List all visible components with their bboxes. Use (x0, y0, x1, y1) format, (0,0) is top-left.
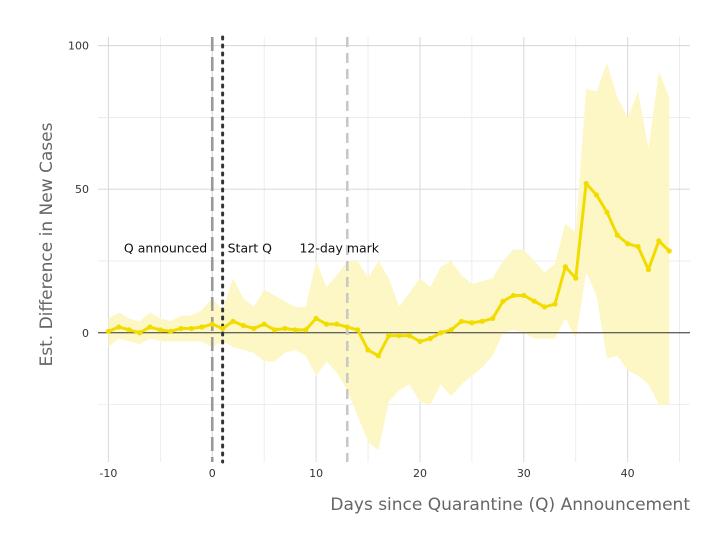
data-point (168, 328, 174, 334)
data-point (386, 333, 392, 339)
y-axis-title: Est. Difference in New Cases (37, 122, 57, 366)
data-points (105, 180, 672, 359)
data-point (656, 238, 662, 244)
data-point (126, 327, 132, 333)
confidence-band (108, 62, 670, 451)
data-point (116, 324, 122, 330)
data-point (614, 232, 620, 238)
data-point (573, 275, 579, 281)
data-point (313, 315, 319, 322)
data-point (292, 327, 298, 333)
annotation-label: 12-day mark (299, 240, 379, 255)
data-point (510, 292, 517, 299)
data-point (531, 298, 537, 304)
data-point (604, 209, 610, 215)
data-point (240, 322, 247, 329)
data-point (396, 333, 402, 339)
data-point (344, 324, 350, 330)
data-point (521, 292, 527, 299)
y-tick-label: 0 (82, 327, 89, 340)
data-point (583, 180, 589, 187)
data-point (417, 338, 423, 344)
data-point (188, 325, 195, 332)
annotation-label: Q announced (124, 240, 207, 255)
y-tick-label: 50 (75, 183, 89, 196)
x-tick-label: 30 (517, 467, 531, 480)
data-point (593, 192, 600, 198)
annotations: Q announced Start Q 12-day mark (124, 240, 380, 255)
data-point (406, 333, 413, 339)
data-point (375, 353, 382, 359)
data-point (230, 318, 236, 324)
data-point (199, 324, 205, 330)
data-point (438, 330, 444, 336)
data-point (500, 298, 506, 304)
x-tick-labels: -10 0 10 20 30 40 (99, 467, 634, 480)
data-point (552, 301, 558, 307)
data-point (469, 320, 475, 326)
data-point (666, 248, 672, 254)
data-point (541, 304, 548, 310)
annotation-label: Start Q (228, 240, 273, 255)
data-point (355, 327, 361, 333)
data-point (645, 267, 652, 273)
x-tick-label: 10 (309, 467, 323, 480)
data-point (220, 325, 226, 332)
data-point (458, 318, 465, 324)
data-point (365, 347, 371, 353)
data-point (334, 321, 340, 327)
x-axis-title: Days since Quarantine (Q) Announcement (330, 495, 690, 515)
data-point (490, 315, 496, 322)
y-tick-labels: 0 50 100 (68, 40, 89, 340)
data-point (323, 321, 330, 327)
data-point (271, 327, 278, 333)
data-point (136, 330, 143, 336)
data-point (427, 335, 433, 342)
y-tick-label: 100 (68, 40, 89, 53)
data-point (209, 321, 215, 327)
data-point (282, 325, 288, 332)
data-point (147, 324, 153, 330)
x-tick-label: 40 (621, 467, 635, 480)
data-point (157, 327, 163, 333)
reference-lines (210, 35, 349, 464)
data-point (479, 318, 485, 324)
data-point (625, 241, 631, 247)
data-point (105, 328, 111, 334)
data-point (303, 327, 309, 333)
data-point (562, 264, 568, 270)
data-point (635, 244, 641, 250)
data-point (261, 321, 267, 327)
data-point (178, 325, 184, 332)
data-point (251, 325, 257, 332)
data-point (448, 327, 454, 333)
x-tick-label: -10 (99, 467, 117, 480)
x-tick-label: 0 (209, 467, 216, 480)
x-tick-label: 20 (413, 467, 427, 480)
